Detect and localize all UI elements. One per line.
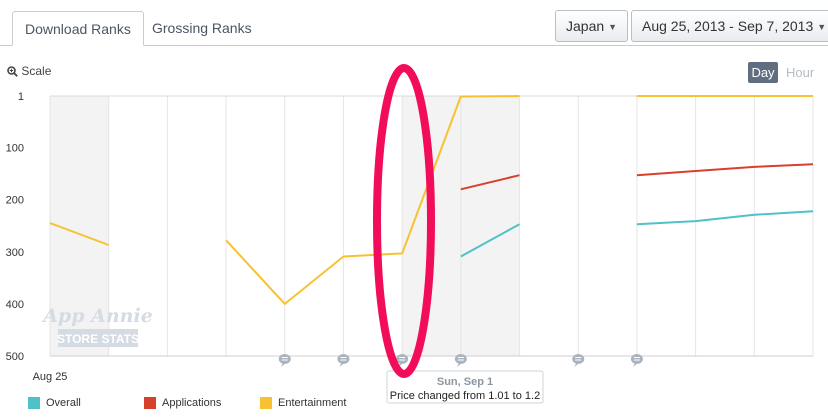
- grid-lines: [49, 95, 814, 357]
- tab-grossing-ranks[interactable]: Grossing Ranks: [152, 20, 252, 36]
- annotation-bubble-tail: [456, 363, 462, 367]
- annotation-icon[interactable]: [454, 354, 467, 367]
- watermark-line1: App Annie: [41, 305, 153, 327]
- legend-applications-label: Applications: [162, 397, 222, 409]
- legend-entertainment-label: Entertainment: [278, 397, 347, 409]
- country-dropdown[interactable]: Japan ▼: [555, 10, 629, 42]
- date-range-dropdown[interactable]: Aug 25, 2013 - Sep 7, 2013 ▼: [631, 10, 828, 42]
- legend-overall-label: Overall: [46, 397, 81, 409]
- day-toggle[interactable]: Day: [748, 62, 778, 83]
- y-tick-label: 400: [6, 299, 24, 311]
- tab-download-ranks[interactable]: Download Ranks: [12, 11, 144, 46]
- series-line-applications: [460, 174, 520, 191]
- annotation-bubble: [630, 354, 643, 364]
- scale-toggle[interactable]: Scale: [7, 64, 51, 78]
- tooltip: Sun, Sep 1 Price changed from 1.01 to 1.…: [386, 370, 544, 404]
- annotation-bubble: [337, 354, 350, 364]
- hour-toggle[interactable]: Hour: [786, 65, 815, 80]
- annotation-bubble-tail: [574, 363, 580, 367]
- legend-entertainment-swatch: [260, 397, 272, 409]
- legend-overall-swatch: [28, 397, 40, 409]
- chevron-down-icon: ▼: [817, 22, 827, 32]
- annotation-bubble-tail: [339, 363, 345, 367]
- highlight-ellipse: [373, 64, 435, 378]
- annotation-bubble-tail: [632, 363, 638, 367]
- y-tick-label: 200: [6, 195, 24, 207]
- annotation-icon[interactable]: [630, 354, 643, 367]
- zoom-icon: [7, 66, 18, 77]
- annotation-icon[interactable]: [572, 354, 585, 367]
- watermark-line2: STORE STATS: [57, 332, 139, 346]
- series-line-overall: [636, 210, 814, 226]
- y-tick-label: 300: [6, 247, 24, 259]
- series-line-entertainment: [225, 95, 520, 305]
- annotation-icon[interactable]: [337, 354, 350, 367]
- y-axis-ticks: 1 100 200 300 400 500: [6, 91, 24, 363]
- tooltip-box: [386, 370, 544, 404]
- x-axis-ticks: Aug 25: [33, 371, 68, 383]
- annotation-bubble: [396, 354, 409, 364]
- series-line-entertainment: [49, 222, 110, 246]
- y-tick-label: 1: [18, 91, 24, 103]
- y-tick-label: 500: [6, 351, 24, 363]
- annotation-icons: [278, 354, 643, 367]
- shaded-band: [460, 96, 520, 356]
- app-annie-watermark: App Annie STORE STATS: [41, 305, 153, 347]
- annotation-bubble-tail: [280, 363, 286, 367]
- annotation-icon[interactable]: [278, 354, 291, 367]
- scale-label: Scale: [21, 64, 52, 78]
- series-line-overall: [460, 223, 520, 258]
- chevron-down-icon: ▼: [608, 22, 618, 32]
- x-tick-label: Aug 25: [33, 371, 68, 383]
- date-range-dropdown-label: Aug 25, 2013 - Sep 7, 2013: [642, 18, 814, 34]
- tooltip-text: Price changed from 1.01 to 1.2: [390, 390, 540, 402]
- annotation-bubble: [454, 354, 467, 364]
- country-dropdown-label: Japan: [566, 18, 605, 34]
- series-line-applications: [636, 163, 814, 177]
- tab-bar-divider: [0, 45, 828, 46]
- tooltip-date: Sun, Sep 1: [437, 376, 493, 388]
- watermark-banner: [58, 329, 138, 347]
- annotation-bubble: [278, 354, 291, 364]
- y-tick-label: 100: [6, 143, 24, 155]
- annotation-bubble: [572, 354, 585, 364]
- series-lines: [49, 95, 814, 305]
- legend-applications-swatch: [144, 397, 156, 409]
